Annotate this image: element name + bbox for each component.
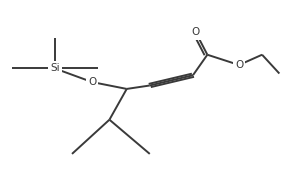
Text: O: O: [235, 60, 243, 70]
Text: O: O: [192, 28, 200, 37]
Text: Si: Si: [50, 63, 60, 73]
Text: O: O: [88, 77, 96, 87]
